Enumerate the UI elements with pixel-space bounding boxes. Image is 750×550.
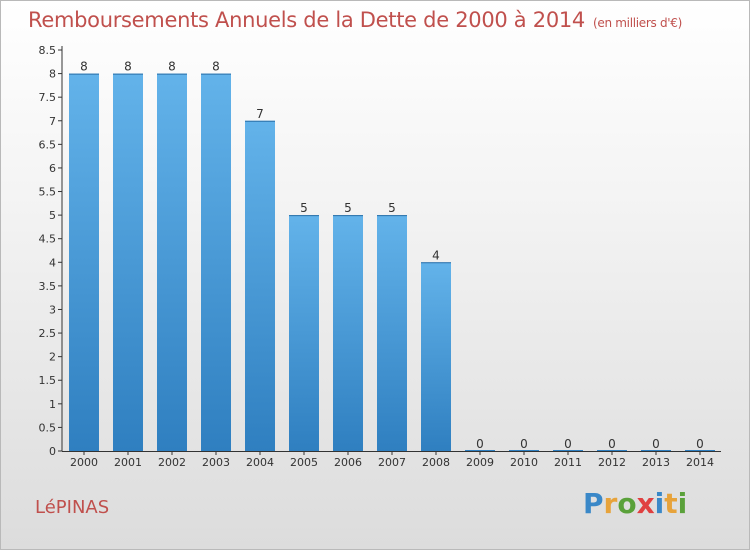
logo-letter: x [636, 487, 655, 520]
bar-value-label: 0 [476, 437, 484, 451]
x-tick-label: 2001 [114, 456, 142, 469]
x-tick-label: 2012 [598, 456, 626, 469]
bar [333, 215, 363, 451]
bar [157, 73, 187, 452]
bar [245, 120, 275, 451]
y-tick-label: 1.5 [39, 374, 57, 387]
bar-value-label: 8 [124, 60, 132, 74]
x-tick-label: 2011 [554, 456, 582, 469]
bar-value-label: 4 [432, 248, 440, 262]
bar-value-label: 0 [652, 437, 660, 451]
bar-value-label: 0 [696, 437, 704, 451]
y-tick-label: 8.5 [39, 44, 57, 57]
x-tick-label: 2008 [422, 456, 450, 469]
bar [377, 215, 407, 451]
logo-letter: i [677, 487, 688, 520]
bar-value-label: 5 [344, 201, 352, 215]
x-tick-label: 2014 [686, 456, 714, 469]
chart-unit: (en milliers d'€) [593, 16, 683, 30]
logo-letter: i [654, 487, 665, 520]
x-tick-label: 2007 [378, 456, 406, 469]
bar-value-label: 5 [300, 201, 308, 215]
x-tick-label: 2004 [246, 456, 274, 469]
bar-value-label: 8 [80, 60, 88, 74]
y-tick-label: 4.5 [39, 233, 57, 246]
bar-value-label: 5 [388, 201, 396, 215]
y-tick-label: 2.5 [39, 327, 57, 340]
bar [201, 73, 231, 452]
x-tick-label: 2000 [70, 456, 98, 469]
logo-letter: P [583, 487, 604, 520]
y-tick-label: 6.5 [39, 138, 57, 151]
bar [69, 73, 99, 452]
proxiti-logo: Proxiti [583, 487, 687, 520]
y-tick-label: 5.5 [39, 186, 57, 199]
y-tick-label: 0 [49, 445, 56, 458]
y-tick-label: 8 [49, 68, 56, 81]
y-tick-label: 4 [49, 256, 56, 269]
y-tick-label: 7.5 [39, 91, 57, 104]
chart-title: Remboursements Annuels de la Dette de 20… [28, 8, 682, 32]
logo-letter: t [664, 487, 678, 520]
bar-value-label: 0 [564, 437, 572, 451]
x-tick-label: 2005 [290, 456, 318, 469]
bar [289, 215, 319, 451]
logo-letter: r [603, 487, 618, 520]
y-tick-label: 3.5 [39, 280, 57, 293]
bar [113, 73, 143, 452]
bar [421, 262, 451, 451]
y-tick-label: 1 [49, 398, 56, 411]
x-tick-label: 2010 [510, 456, 538, 469]
y-tick-label: 0.5 [39, 421, 57, 434]
y-tick-label: 2 [49, 351, 56, 364]
commune-name: LéPINAS [35, 497, 110, 518]
x-tick-label: 2013 [642, 456, 670, 469]
y-tick-label: 5 [49, 209, 56, 222]
bar-value-label: 0 [520, 437, 528, 451]
bar-value-label: 8 [212, 60, 220, 74]
y-tick-label: 3 [49, 303, 56, 316]
x-tick-label: 2006 [334, 456, 362, 469]
bar-value-label: 8 [168, 60, 176, 74]
x-tick-label: 2009 [466, 456, 494, 469]
y-tick-label: 7 [49, 115, 56, 128]
logo-letter: o [617, 487, 637, 520]
x-tick-label: 2002 [158, 456, 186, 469]
bar-value-label: 0 [608, 437, 616, 451]
y-tick-label: 6 [49, 162, 56, 175]
bar-value-label: 7 [256, 107, 264, 121]
x-tick-label: 2003 [202, 456, 230, 469]
chart-title-text: Remboursements Annuels de la Dette de 20… [28, 8, 585, 32]
